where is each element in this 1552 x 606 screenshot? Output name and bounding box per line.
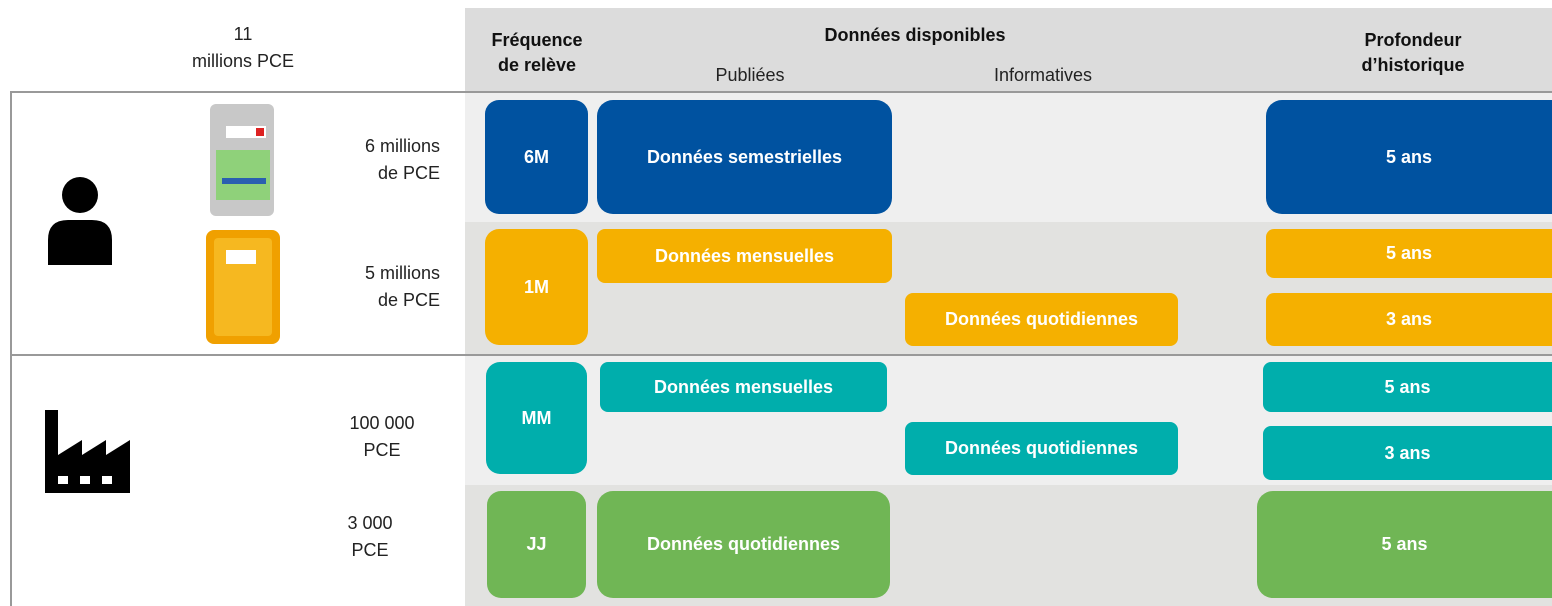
person-icon [48, 177, 112, 265]
gas-meter-icon [210, 104, 274, 216]
published-box: Données quotidiennes [597, 491, 890, 598]
column-header: de relève [497, 55, 577, 75]
depth-box: 3 ans [1263, 426, 1552, 480]
segment-label: de PCE [377, 163, 440, 183]
icons [45, 104, 280, 493]
factory-icon [45, 410, 130, 493]
depth-box: 5 ans [1263, 362, 1552, 412]
column-header: Données disponibles [824, 25, 1006, 45]
published-box: Données mensuelles [600, 362, 887, 412]
segment-label: de PCE [377, 290, 440, 310]
segment-label: 6 millions [364, 136, 440, 156]
published-box: Données mensuelles [597, 229, 892, 283]
frequency-box: MM [486, 362, 587, 474]
segment-label: 5 millions [364, 263, 440, 283]
depth-box: 5 ans [1266, 229, 1552, 278]
segment-label: PCE [363, 440, 401, 460]
informative-box: Données quotidiennes [905, 293, 1178, 346]
header-band [465, 8, 1552, 92]
divider [10, 354, 1552, 356]
depth-box: 5 ans [1266, 100, 1552, 214]
informative-box: Données quotidiennes [905, 422, 1178, 475]
frequency-box: 6M [485, 100, 588, 214]
divider [10, 91, 1552, 93]
column-header: Fréquence [491, 30, 583, 50]
divider [10, 91, 12, 606]
total: 11 [233, 24, 253, 44]
segment-label: 3 000 [347, 513, 393, 533]
segment-label: 100 000 [349, 413, 415, 433]
frequency-box: JJ [487, 491, 586, 598]
column-header: d’historique [1361, 55, 1465, 75]
column-header: Profondeur [1364, 30, 1462, 50]
depth-box: 3 ans [1266, 293, 1552, 346]
subheader: Publiées [715, 65, 785, 85]
frequency-box: 1M [485, 229, 588, 345]
smart-meter-icon [206, 230, 280, 344]
segment-label: PCE [351, 540, 389, 560]
published-box: Données semestrielles [597, 100, 892, 214]
depth-box: 5 ans [1257, 491, 1552, 598]
subheader: Informatives [993, 65, 1093, 85]
total-unit: millions PCE [191, 51, 295, 71]
